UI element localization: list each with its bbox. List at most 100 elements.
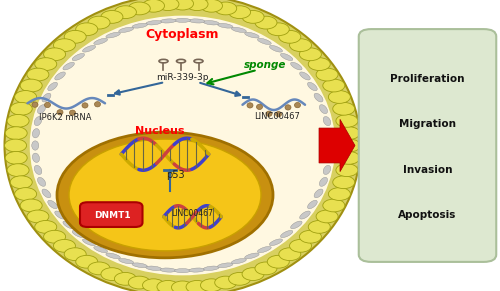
Ellipse shape (82, 103, 88, 108)
Circle shape (338, 127, 360, 140)
Ellipse shape (204, 21, 219, 25)
FancyBboxPatch shape (358, 29, 496, 262)
Circle shape (14, 91, 36, 103)
Circle shape (157, 281, 179, 291)
Text: Invasion: Invasion (403, 165, 452, 175)
Circle shape (128, 2, 150, 15)
Circle shape (114, 272, 136, 285)
Circle shape (186, 0, 208, 10)
Circle shape (268, 255, 289, 268)
Circle shape (34, 58, 56, 70)
Circle shape (228, 6, 250, 19)
Ellipse shape (63, 62, 74, 70)
Ellipse shape (258, 246, 271, 253)
Circle shape (64, 30, 86, 43)
Ellipse shape (106, 253, 120, 259)
Circle shape (300, 230, 322, 243)
Circle shape (44, 48, 66, 61)
Ellipse shape (280, 54, 293, 61)
Circle shape (328, 188, 350, 200)
Circle shape (186, 281, 208, 291)
Circle shape (268, 23, 289, 36)
Circle shape (290, 39, 312, 52)
Ellipse shape (300, 72, 310, 80)
Circle shape (172, 281, 194, 291)
Circle shape (323, 79, 345, 92)
Circle shape (76, 255, 98, 268)
Text: Proliferation: Proliferation (390, 74, 465, 84)
Ellipse shape (132, 263, 148, 268)
Ellipse shape (54, 211, 66, 219)
Circle shape (7, 164, 29, 177)
Ellipse shape (290, 221, 302, 229)
Ellipse shape (69, 139, 261, 251)
Ellipse shape (82, 239, 96, 246)
Text: Migration: Migration (399, 119, 456, 129)
Text: LINC00467: LINC00467 (172, 210, 213, 218)
Ellipse shape (132, 23, 148, 28)
Circle shape (316, 68, 338, 81)
Ellipse shape (323, 165, 330, 175)
Ellipse shape (44, 102, 51, 108)
Ellipse shape (308, 200, 317, 209)
Ellipse shape (82, 45, 96, 52)
Circle shape (14, 188, 36, 200)
Ellipse shape (54, 72, 66, 80)
Circle shape (172, 0, 194, 10)
Circle shape (328, 91, 350, 103)
Circle shape (20, 79, 42, 92)
Text: LINC00467: LINC00467 (254, 112, 300, 121)
Ellipse shape (232, 27, 246, 33)
Ellipse shape (323, 116, 330, 126)
Circle shape (316, 210, 338, 223)
Ellipse shape (32, 102, 38, 107)
Ellipse shape (244, 253, 259, 259)
Circle shape (214, 276, 236, 289)
Ellipse shape (326, 129, 332, 138)
Ellipse shape (38, 105, 46, 114)
Ellipse shape (57, 132, 273, 258)
Ellipse shape (42, 189, 51, 198)
Ellipse shape (174, 18, 190, 22)
Ellipse shape (34, 165, 42, 175)
Circle shape (255, 16, 277, 29)
Text: DNMT1: DNMT1 (94, 211, 131, 220)
Circle shape (20, 199, 42, 212)
Circle shape (142, 0, 165, 12)
Ellipse shape (314, 93, 323, 102)
Circle shape (101, 268, 123, 281)
Ellipse shape (118, 27, 134, 33)
Circle shape (64, 248, 86, 261)
Ellipse shape (32, 129, 40, 138)
Ellipse shape (326, 141, 334, 150)
Ellipse shape (72, 54, 85, 61)
Ellipse shape (280, 230, 293, 237)
Circle shape (54, 239, 76, 252)
Circle shape (88, 16, 110, 29)
Circle shape (214, 2, 236, 15)
Circle shape (5, 127, 27, 140)
Circle shape (27, 68, 49, 81)
Circle shape (338, 151, 360, 164)
Ellipse shape (4, 0, 360, 291)
Ellipse shape (94, 38, 108, 45)
Ellipse shape (266, 111, 272, 116)
Ellipse shape (256, 104, 262, 109)
Ellipse shape (218, 23, 233, 28)
Ellipse shape (38, 177, 46, 186)
Ellipse shape (276, 111, 281, 117)
Text: Cytoplasm: Cytoplasm (146, 29, 219, 41)
Ellipse shape (146, 266, 162, 270)
Ellipse shape (314, 189, 323, 198)
Ellipse shape (32, 153, 40, 162)
Text: Apoptosis: Apoptosis (398, 210, 456, 220)
Ellipse shape (94, 246, 108, 253)
Ellipse shape (247, 103, 253, 108)
Ellipse shape (42, 93, 51, 102)
Circle shape (336, 164, 358, 177)
Ellipse shape (320, 105, 328, 114)
Circle shape (323, 199, 345, 212)
Text: miR-339-3p: miR-339-3p (156, 73, 209, 81)
Ellipse shape (290, 62, 302, 70)
Circle shape (333, 176, 355, 189)
